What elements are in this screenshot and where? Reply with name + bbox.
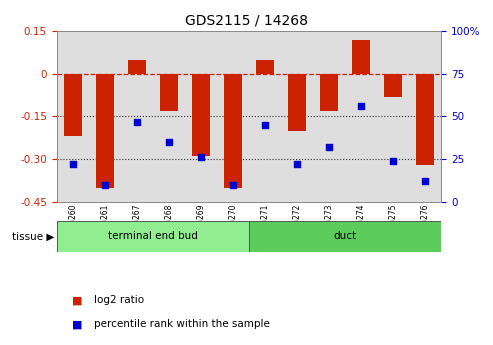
Bar [417,74,434,165]
Bar [385,74,402,97]
Bar [224,74,242,188]
Point [357,104,365,109]
Bar [352,40,370,74]
Point [229,182,237,188]
Text: percentile rank within the sample: percentile rank within the sample [94,319,270,329]
Bar [256,59,274,74]
Point [133,119,141,124]
Text: ■: ■ [71,319,82,329]
Text: duct: duct [334,231,356,241]
Point [421,179,429,184]
Point [293,161,301,167]
Bar [217,31,249,202]
Point [389,158,397,164]
Point [69,161,77,167]
Bar [192,74,210,156]
Text: ■: ■ [71,295,82,305]
Bar [121,31,153,202]
Point [101,182,108,188]
Bar [281,31,313,202]
Point [197,155,205,160]
Bar [57,31,89,202]
Bar [249,221,441,252]
Point [165,139,173,145]
Bar [320,74,338,111]
Text: GDS2115 / 14268: GDS2115 / 14268 [185,14,308,28]
Bar [89,31,121,202]
Point [325,145,333,150]
Text: log2 ratio: log2 ratio [94,295,144,305]
Bar [96,74,113,188]
Bar [288,74,306,131]
Bar [313,31,345,202]
Text: tissue ▶: tissue ▶ [12,231,54,241]
Text: terminal end bud: terminal end bud [108,231,198,241]
Bar [345,31,377,202]
Bar [249,31,281,202]
Bar [377,31,409,202]
Bar [57,221,249,252]
Bar [185,31,217,202]
Point [261,122,269,128]
Bar [128,59,145,74]
Bar [64,74,81,136]
Bar [409,31,441,202]
Bar [153,31,185,202]
Bar [160,74,177,111]
